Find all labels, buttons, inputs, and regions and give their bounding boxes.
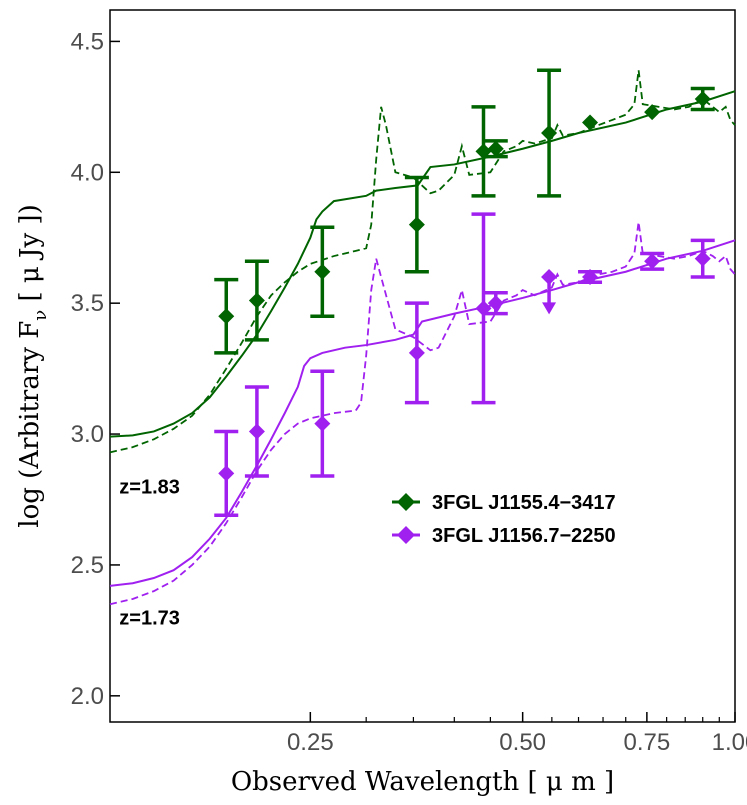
data-marker bbox=[541, 125, 558, 142]
data-marker bbox=[582, 114, 599, 131]
series-layer bbox=[109, 68, 736, 606]
redshift-label: z=1.83 bbox=[119, 476, 180, 498]
model-solid-line bbox=[109, 239, 736, 587]
data-marker bbox=[487, 140, 504, 157]
x-tick-label: 0.25 bbox=[287, 729, 334, 756]
redshift-label: z=1.73 bbox=[119, 607, 180, 629]
data-marker bbox=[248, 423, 265, 440]
data-marker bbox=[644, 253, 661, 270]
model-solid-line bbox=[109, 90, 736, 438]
data-marker bbox=[314, 415, 331, 432]
data-marker bbox=[408, 216, 425, 233]
x-tick-label: 1.00 bbox=[712, 729, 747, 756]
y-axis-label-tail: [ μ Jy ]) bbox=[15, 204, 45, 310]
x-tick-label: 0.75 bbox=[624, 729, 671, 756]
data-marker bbox=[694, 250, 711, 267]
data-marker bbox=[397, 493, 415, 511]
legend-label: 3FGL J1156.7−2250 bbox=[432, 525, 616, 547]
y-axis-label-main: log (Arbitrary F bbox=[15, 321, 45, 528]
y-tick-label: 3.5 bbox=[71, 290, 104, 317]
legend-label: 3FGL J1155.4−3417 bbox=[432, 492, 616, 514]
x-tick-label: 0.50 bbox=[499, 729, 546, 756]
data-marker bbox=[397, 526, 415, 544]
y-tick-label: 4.0 bbox=[71, 159, 104, 186]
y-tick-label: 3.0 bbox=[71, 421, 104, 448]
data-marker bbox=[314, 263, 331, 280]
annotation-layer: z=1.83 z=1.73 bbox=[119, 476, 180, 629]
legend: 3FGL J1155.4−3417 3FGL J1156.7−2250 bbox=[392, 492, 616, 547]
data-marker bbox=[582, 269, 599, 285]
data-marker bbox=[248, 292, 265, 309]
y-tick-label: 2.0 bbox=[71, 683, 104, 710]
data-marker bbox=[541, 269, 558, 285]
axis-ticks: 0.25 0.50 0.75 1.00 2.0 2.5 3.0 3.5 4.0 4.5 bbox=[71, 28, 747, 756]
plot-frame bbox=[109, 9, 736, 723]
y-axis-label-subscript: ν bbox=[30, 310, 51, 321]
model-dashed-line bbox=[109, 70, 736, 454]
data-marker bbox=[644, 104, 661, 121]
data-marker bbox=[694, 91, 711, 107]
series-1 bbox=[109, 68, 736, 454]
y-tick-label: 2.5 bbox=[71, 552, 104, 579]
series-2 bbox=[109, 212, 736, 606]
data-marker bbox=[408, 344, 425, 361]
upper-limit-arrow bbox=[542, 302, 557, 315]
x-axis-label: Observed Wavelength [ μ m ] bbox=[231, 767, 614, 797]
data-marker bbox=[218, 465, 235, 482]
y-tick-label: 4.5 bbox=[71, 28, 104, 55]
model-dashed-line bbox=[109, 221, 736, 606]
data-marker bbox=[218, 308, 235, 325]
y-axis-label: log (Arbitrary Fν [ μ Jy ]) bbox=[15, 204, 51, 527]
data-marker bbox=[487, 295, 504, 312]
